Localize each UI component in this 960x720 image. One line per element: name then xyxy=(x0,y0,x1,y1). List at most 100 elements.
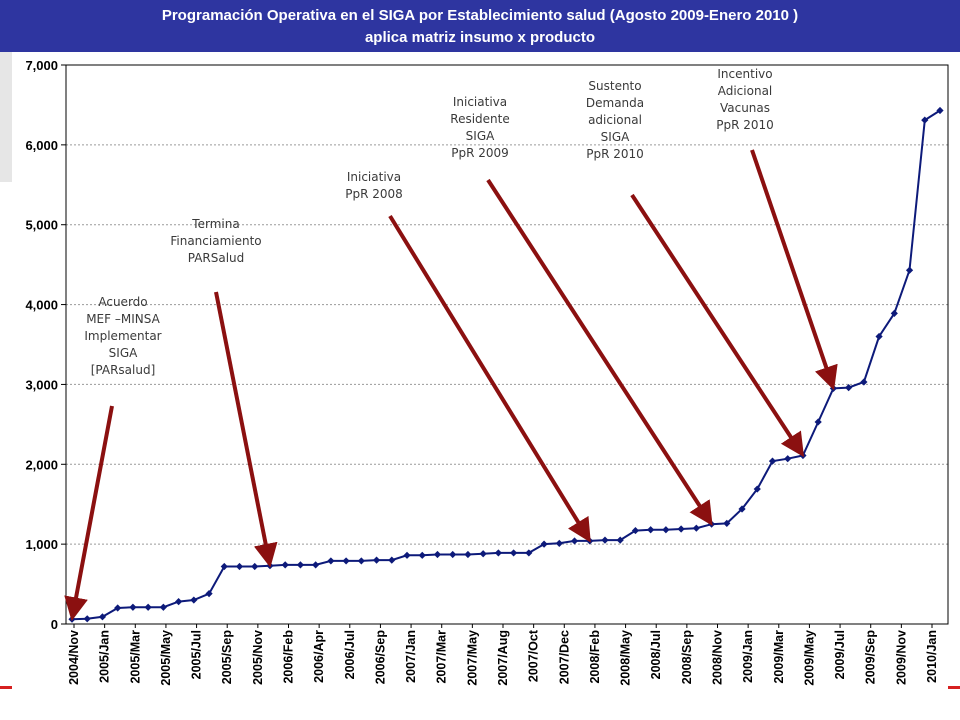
x-tick-label: 2005/May xyxy=(159,630,173,686)
data-point xyxy=(494,549,502,557)
data-point xyxy=(905,266,914,274)
x-tick-label: 2007/Dec xyxy=(557,630,571,684)
data-point xyxy=(936,106,944,115)
data-point xyxy=(799,451,807,460)
x-tick-label: 2009/Sep xyxy=(864,630,878,685)
annotation-text: Iniciativa xyxy=(347,170,401,184)
annotation-text: Iniciativa xyxy=(453,95,507,109)
slide-title: Programación Operativa en el SIGA por Es… xyxy=(161,7,799,24)
data-point xyxy=(860,378,868,386)
annotation-text: Adicional xyxy=(718,84,773,98)
y-tick-label: 0 xyxy=(51,617,58,632)
annotation-arrow xyxy=(486,178,713,526)
x-tick-label: 2007/Jan xyxy=(404,630,418,683)
data-point xyxy=(570,537,579,545)
data-point xyxy=(98,613,107,621)
x-tick-label: 2006/Feb xyxy=(282,630,296,684)
annotation-4: Iniciativa Residente SIGA PpR 2009 xyxy=(450,95,713,526)
data-point xyxy=(692,524,700,532)
annotation-text: Demanda xyxy=(586,96,644,110)
x-tick-label: 2007/Aug xyxy=(496,630,510,686)
annotation-text: PARSalud xyxy=(188,251,245,265)
x-tick-label: 2006/Apr xyxy=(312,630,326,683)
annotation-text: [PARsalud] xyxy=(91,363,156,377)
annotation-text: PpR 2009 xyxy=(451,146,509,160)
annotation-arrow xyxy=(214,291,278,568)
data-point xyxy=(753,485,761,493)
x-tick-label: 2005/Sep xyxy=(220,630,234,685)
x-tick-label: 2007/Oct xyxy=(527,629,541,682)
annotation-arrow xyxy=(64,405,114,622)
x-tick-label: 2007/May xyxy=(465,630,479,686)
data-point xyxy=(768,457,777,465)
x-tick-label: 2009/Jan xyxy=(741,630,755,683)
data-point xyxy=(677,525,685,533)
x-tick-label: 2005/Jan xyxy=(98,630,112,683)
annotations-layer: Acuerdo MEF –MINSA Implementar SIGA [PARsalu… xyxy=(64,67,838,622)
annotation-2: Termina Financiamiento PARSalud xyxy=(170,217,278,568)
slide-header: Programación Operativa en el SIGA por Es… xyxy=(0,0,960,52)
x-tick-label: 2010/Jan xyxy=(925,630,939,683)
data-point xyxy=(525,549,533,557)
annotation-text: Vacunas xyxy=(720,101,770,115)
data-point xyxy=(510,549,518,557)
x-tick-label: 2008/Jul xyxy=(649,630,663,679)
annotation-5: Sustento Demanda adicional SIGA PpR 2010 xyxy=(586,79,805,458)
data-point xyxy=(372,556,381,564)
plot-frame xyxy=(65,64,949,625)
y-tick-label: 3,000 xyxy=(25,377,58,392)
data-point xyxy=(738,505,746,513)
annotation-text: SIGA xyxy=(466,129,495,143)
x-tick-label: 2005/Jul xyxy=(190,630,204,679)
annotation-text: Sustento xyxy=(588,79,641,93)
annotation-3: Iniciativa PpR 2008 xyxy=(345,170,591,543)
data-point xyxy=(159,603,167,611)
data-point xyxy=(281,561,289,569)
data-point xyxy=(433,550,442,559)
x-tick-label: 2009/Jul xyxy=(833,630,847,679)
data-point xyxy=(662,526,670,534)
annotation-text: SIGA xyxy=(109,346,138,360)
data-point xyxy=(296,561,305,569)
y-tick-label: 5,000 xyxy=(25,218,58,233)
data-point xyxy=(418,551,426,559)
y-tick-label: 6,000 xyxy=(25,138,58,153)
annotation-arrow xyxy=(388,214,591,543)
series-line xyxy=(71,109,941,621)
data-point xyxy=(479,550,487,558)
axis-layer xyxy=(61,64,949,628)
annotation-text: Acuerdo xyxy=(98,295,147,309)
data-point xyxy=(707,520,716,528)
y-tick-label: 4,000 xyxy=(25,298,58,313)
data-point xyxy=(129,603,137,611)
data-point xyxy=(890,309,898,317)
x-tick-label: 2006/Sep xyxy=(373,630,387,685)
annotation-text: Incentivo xyxy=(717,67,772,81)
right-red-mark xyxy=(948,686,960,689)
annotation-1: Acuerdo MEF –MINSA Implementar SIGA [PARsalu… xyxy=(64,295,162,622)
x-tick-label: 2008/Sep xyxy=(680,630,694,685)
x-tick-label: 2009/May xyxy=(802,630,816,686)
x-tick-label: 2008/Nov xyxy=(711,630,725,685)
x-tick-label: 2007/Mar xyxy=(435,630,449,684)
series-layer xyxy=(68,106,944,623)
annotation-arrow xyxy=(750,149,838,391)
annotation-text: SIGA xyxy=(601,130,630,144)
data-point xyxy=(403,551,411,559)
data-point xyxy=(174,598,183,606)
grid-layer xyxy=(66,144,948,545)
side-tab xyxy=(0,52,12,182)
x-tick-label: 2009/Mar xyxy=(772,630,786,684)
data-point xyxy=(68,615,76,623)
y-tick-label: 7,000 xyxy=(25,58,58,73)
y-tick-labels: 0 1,000 2,000 3,000 4,000 5,000 6,000 7,000 xyxy=(25,58,58,632)
data-point xyxy=(631,526,640,535)
data-point xyxy=(829,384,838,393)
data-point xyxy=(312,561,320,569)
x-tick-label: 2008/Feb xyxy=(588,630,602,684)
data-point xyxy=(144,603,152,611)
left-red-mark xyxy=(0,686,12,689)
x-tick-label: 2005/Nov xyxy=(251,630,265,685)
data-point xyxy=(357,557,365,565)
data-point xyxy=(647,526,655,534)
